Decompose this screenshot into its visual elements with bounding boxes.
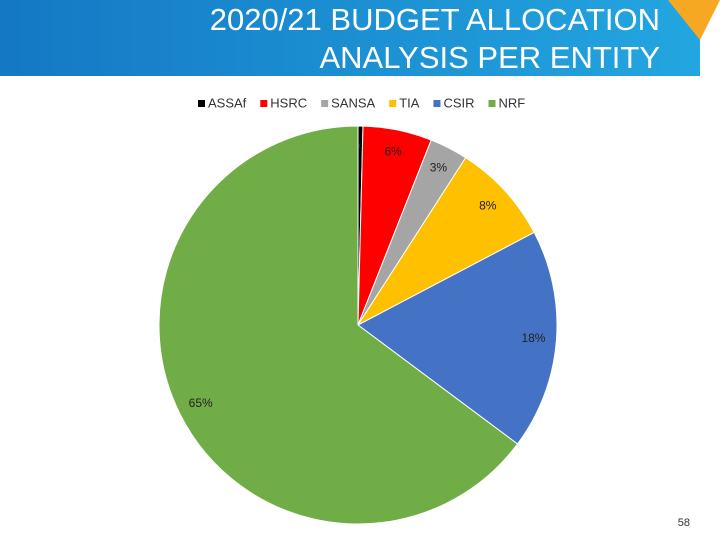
chart-title: 2020/21 BUDGET ALLOCATION [210, 2, 660, 37]
legend-label: ASSAf [208, 95, 247, 110]
page-number: 58 [678, 517, 690, 529]
legend-label: SANSA [331, 95, 375, 110]
legend-swatch [198, 100, 205, 107]
legend-label: CSIR [443, 95, 474, 110]
data-label: 8% [479, 198, 497, 212]
pie-slice [357, 231, 558, 445]
data-label: 18% [521, 331, 545, 345]
data-label: 3% [430, 161, 448, 175]
legend-label: HSRC [270, 95, 307, 110]
data-label: 65% [189, 396, 213, 410]
pie-slice [158, 125, 519, 525]
legend: ASSAf HSRC SANSA TIA CSIR NRF [198, 95, 525, 110]
pie: 0% 6%3%8%18%65% [158, 125, 558, 525]
legend-swatch [488, 100, 496, 107]
legend-swatch [321, 100, 329, 107]
data-label: 6% [384, 145, 402, 159]
legend-swatch [389, 100, 397, 107]
header-accent [668, 0, 720, 40]
legend-label: NRF [499, 95, 526, 110]
legend-swatch [260, 100, 268, 107]
header-band [0, 0, 700, 76]
legend-swatch [433, 100, 441, 107]
pie-slice [356, 156, 535, 327]
chart-title: ANALYSIS PER ENTITY [319, 40, 660, 75]
legend-label: TIA [399, 95, 420, 110]
